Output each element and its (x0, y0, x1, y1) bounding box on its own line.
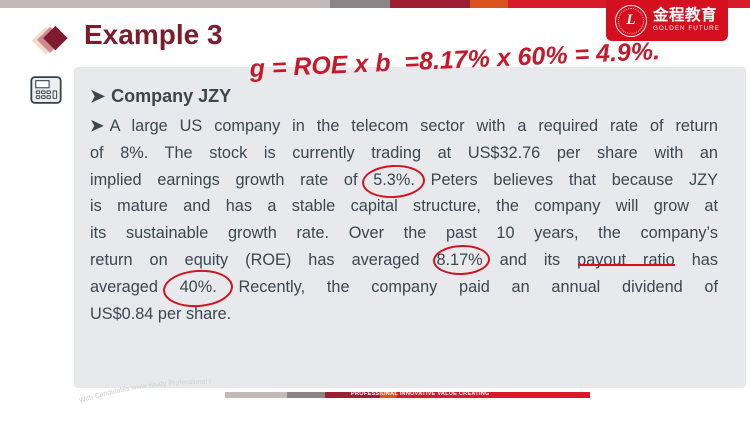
svg-text:g = ROE x b =8.17% x 60% = 4.: g = ROE x b =8.17% x 60% = 4.9%. (248, 37, 660, 83)
svg-text:With Candidates www Study Prof: With Candidates www Study Professional ! (78, 379, 211, 405)
